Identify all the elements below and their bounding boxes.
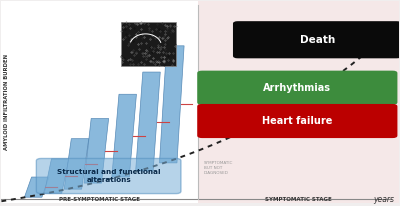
- FancyBboxPatch shape: [197, 71, 398, 105]
- Polygon shape: [84, 118, 109, 183]
- Bar: [120, 22, 176, 66]
- Polygon shape: [24, 177, 49, 197]
- Text: Arrhythmias: Arrhythmias: [263, 83, 331, 93]
- Polygon shape: [44, 159, 69, 193]
- Text: AMYLOID INFILTRATION BURDEN: AMYLOID INFILTRATION BURDEN: [4, 54, 9, 150]
- FancyBboxPatch shape: [197, 104, 398, 138]
- Polygon shape: [160, 46, 184, 163]
- Text: Heart failure: Heart failure: [262, 116, 332, 126]
- Bar: [1, 1, 198, 203]
- Polygon shape: [112, 94, 136, 177]
- Text: Structural and functional
alterations: Structural and functional alterations: [57, 169, 160, 183]
- Text: Death: Death: [300, 35, 335, 45]
- Polygon shape: [64, 139, 89, 189]
- FancyBboxPatch shape: [36, 158, 181, 194]
- Bar: [198, 1, 399, 203]
- Text: SYMPTOMATIC
BUT NOT
DIAGNOSED: SYMPTOMATIC BUT NOT DIAGNOSED: [204, 161, 233, 174]
- FancyBboxPatch shape: [233, 21, 400, 58]
- Text: PRE-SYMPTOMATIC STAGE: PRE-SYMPTOMATIC STAGE: [59, 197, 140, 202]
- Polygon shape: [136, 72, 160, 171]
- Text: years: years: [374, 195, 395, 204]
- Text: SYMPTOMATIC STAGE: SYMPTOMATIC STAGE: [265, 197, 332, 202]
